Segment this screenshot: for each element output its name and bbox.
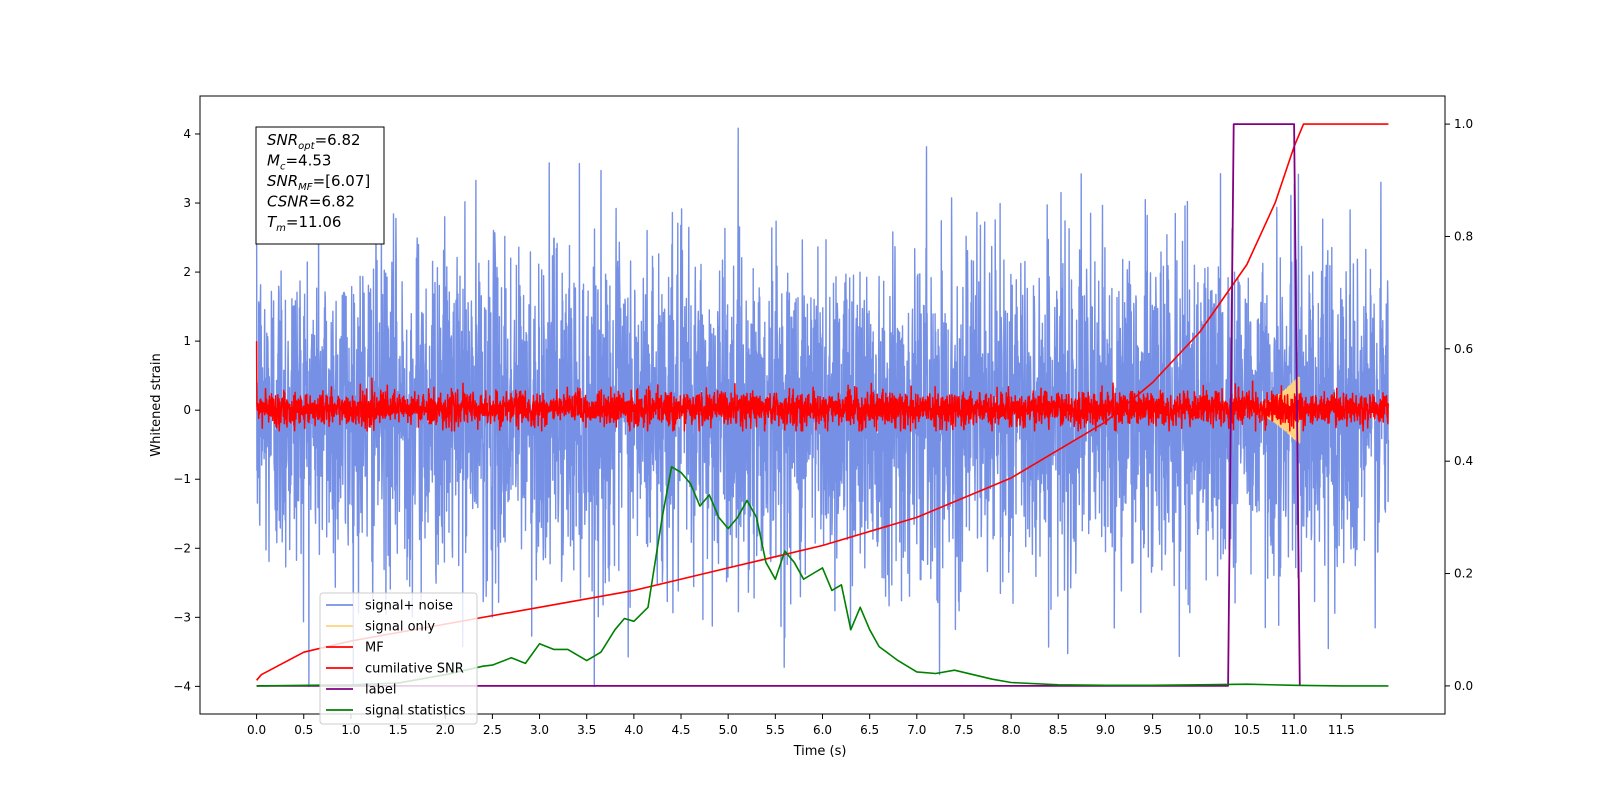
legend-label: label: [365, 683, 396, 698]
annotation-value: =[6.07]: [313, 172, 371, 190]
x-tick-label: 5.0: [719, 723, 738, 737]
x-tick-label: 6.0: [813, 723, 832, 737]
annotation-subscript: m: [276, 223, 286, 234]
annotation-subscript: c: [280, 162, 286, 173]
x-tick-label: 6.5: [860, 723, 879, 737]
x-tick-label: 1.5: [389, 723, 408, 737]
y-right-tick-label: 0.6: [1454, 342, 1473, 356]
legend-frame: [319, 592, 478, 725]
y-tick-label: 3: [183, 196, 191, 210]
x-axis-label: Time (s): [793, 744, 847, 759]
x-tick-label: 2.0: [436, 723, 455, 737]
legend-label: MF: [365, 641, 384, 656]
x-axis: 0.0 0.5 1.0 1.5 2.0 2.5 3.0 3.5 4.0 4.5 5.0 5.5 6.0 6…: [247, 714, 1355, 737]
annotation-value: =4.53: [285, 152, 331, 170]
annotation-subscript: opt: [298, 141, 315, 152]
x-tick-label: 10.5: [1234, 723, 1261, 737]
series-label: [256, 123, 1301, 687]
x-tick-label: 3.5: [577, 723, 596, 737]
legend-label: signal only: [365, 620, 435, 635]
y-tick-label: 2: [183, 265, 191, 279]
x-tick-label: 9.5: [1143, 723, 1162, 737]
annotation-symbol: SNR: [267, 131, 298, 149]
legend-label: signal+ noise: [365, 599, 453, 614]
annotation-value: =6.82: [309, 193, 355, 211]
annotation-symbol: CSNR: [267, 193, 309, 211]
y-tick-label: −3: [173, 610, 191, 624]
y-axis-right: 1.0 0.8 0.6 0.4 0.2 0.0: [1445, 117, 1473, 693]
x-tick-label: 4.5: [671, 723, 690, 737]
y-axis-label: Whitened strain: [149, 353, 164, 456]
y-tick-label: 1: [183, 334, 191, 348]
y-tick-label: 0: [183, 403, 191, 417]
y-right-tick-label: 1.0: [1454, 117, 1473, 131]
x-tick-label: 4.0: [624, 723, 643, 737]
y-axis-left: 4 3 2 1 0 −1 −2 −3 −4: [173, 127, 200, 693]
x-tick-label: 10.0: [1186, 723, 1213, 737]
y-tick-label: −2: [173, 541, 191, 555]
annotation-frame: [255, 126, 385, 245]
annotation-symbol: M: [267, 152, 280, 170]
series-signal-statistics: [256, 465, 1389, 687]
y-tick-label: −4: [173, 679, 191, 693]
annotation-value: =6.82: [315, 131, 361, 149]
x-tick-label: 11.5: [1328, 723, 1355, 737]
x-tick-label: 8.0: [1002, 723, 1021, 737]
x-tick-label: 3.0: [530, 723, 549, 737]
x-tick-label: 5.5: [766, 723, 785, 737]
x-tick-label: 2.5: [483, 723, 502, 737]
x-tick-label: 0.0: [247, 723, 266, 737]
x-tick-label: 8.5: [1049, 723, 1068, 737]
y-right-tick-label: 0.8: [1454, 229, 1473, 243]
legend-label: cumilative SNR: [365, 662, 464, 677]
legend: signal+ noise signal only MF cumilative SNR…: [319, 592, 478, 725]
annotation-line: SNRopt=6.82: [267, 131, 361, 152]
x-tick-label: 7.0: [907, 723, 926, 737]
y-tick-label: −1: [173, 472, 191, 486]
stats-annotation-box: SNRopt=6.82Mc=4.53SNRMF=[6.07]CSNR=6.82T…: [255, 126, 385, 245]
annotation-symbol: SNR: [267, 172, 298, 190]
y-tick-label: 4: [183, 127, 191, 141]
y-right-tick-label: 0.2: [1454, 567, 1473, 581]
annotation-line: Tm=11.06: [267, 213, 341, 234]
x-tick-label: 1.0: [341, 723, 360, 737]
x-tick-label: 0.5: [294, 723, 313, 737]
annotation-subscript: MF: [298, 182, 313, 193]
annotation-line: CSNR=6.82: [267, 193, 355, 211]
annotation-line: Mc=4.53: [267, 152, 331, 173]
legend-label: signal statistics: [365, 704, 466, 719]
annotation-value: =11.06: [286, 213, 342, 231]
y-right-tick-label: 0.0: [1454, 679, 1473, 693]
series-mf: [255, 341, 1390, 432]
x-tick-label: 9.0: [1096, 723, 1115, 737]
x-tick-label: 7.5: [954, 723, 973, 737]
annotation-line: SNRMF=[6.07]: [267, 172, 370, 193]
y-right-tick-label: 0.4: [1454, 454, 1473, 468]
annotation-symbol: T: [267, 213, 278, 231]
x-tick-label: 11.0: [1281, 723, 1308, 737]
